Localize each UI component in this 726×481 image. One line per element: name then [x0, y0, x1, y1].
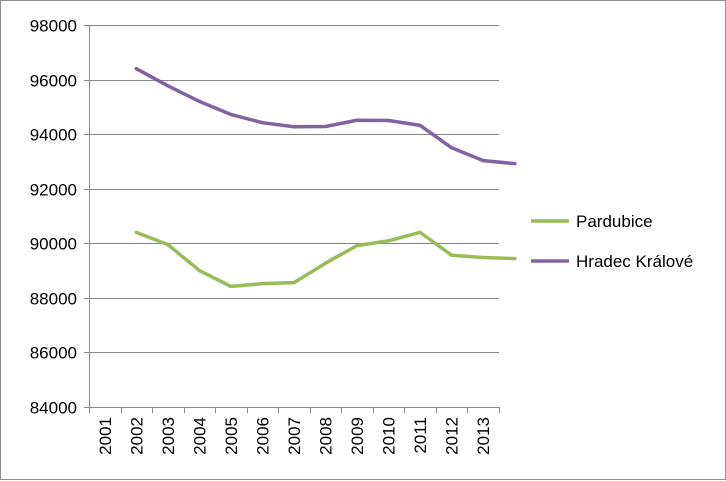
y-tick-label: 98000 — [30, 17, 77, 36]
series-line-1 — [134, 230, 517, 289]
data-point — [513, 256, 517, 261]
y-tick-label: 94000 — [30, 126, 77, 145]
series-line-2 — [134, 66, 517, 166]
data-point — [229, 112, 233, 117]
legend-label: Pardubice — [576, 212, 653, 231]
data-point — [166, 84, 170, 88]
data-point — [134, 230, 138, 234]
data-point — [418, 230, 422, 234]
legend-label: Hradec Králové — [576, 252, 693, 271]
x-tick-label: 2011 — [411, 417, 430, 454]
x-tick-label: 2005 — [222, 417, 241, 455]
data-point — [418, 123, 422, 128]
x-tick-label: 2013 — [474, 417, 493, 455]
x-tick-label: 2010 — [380, 417, 399, 455]
data-point — [197, 99, 201, 103]
x-tick-label: 2012 — [443, 417, 462, 455]
legend: Pardubice Hradec Králové — [531, 212, 693, 271]
y-tick-label: 96000 — [30, 72, 77, 91]
y-tick-label: 84000 — [30, 399, 77, 418]
data-point — [197, 268, 201, 273]
data-point — [355, 243, 359, 248]
y-tick-labels: 84000 86000 88000 90000 92000 94000 96000 98000 — [30, 17, 77, 418]
x-tick-labels: 2001 2002 2003 2004 2005 2006 2007 2008 2009 2010… — [96, 417, 493, 455]
data-point — [387, 118, 391, 123]
data-point — [481, 159, 485, 163]
y-tick-label: 86000 — [30, 344, 77, 363]
x-tick-label: 2008 — [317, 417, 336, 455]
x-tick-label: 2002 — [127, 417, 146, 455]
x-tick-label: 2006 — [253, 417, 272, 455]
data-point — [166, 243, 170, 247]
x-tick-label: 2003 — [159, 417, 178, 455]
data-point — [513, 162, 517, 166]
x-tick-label: 2007 — [285, 417, 304, 455]
data-point — [387, 239, 391, 243]
y-tick-label: 90000 — [30, 235, 77, 254]
data-point — [260, 282, 265, 286]
data-point — [229, 284, 233, 288]
data-point — [292, 125, 296, 129]
data-point — [450, 146, 454, 150]
data-point — [450, 253, 454, 257]
data-point — [323, 124, 328, 129]
data-point — [355, 118, 359, 122]
axes — [84, 25, 500, 413]
data-point — [134, 67, 138, 71]
x-tick-label: 2001 — [96, 417, 115, 455]
series-lines — [134, 66, 517, 289]
data-point — [260, 121, 265, 125]
x-tick-label: 2009 — [348, 417, 367, 455]
y-tick-label: 88000 — [30, 290, 77, 309]
data-point — [292, 280, 296, 285]
y-tick-label: 92000 — [30, 181, 77, 200]
x-tick-label: 2004 — [190, 417, 209, 455]
data-point — [323, 261, 328, 265]
data-point — [481, 255, 485, 260]
